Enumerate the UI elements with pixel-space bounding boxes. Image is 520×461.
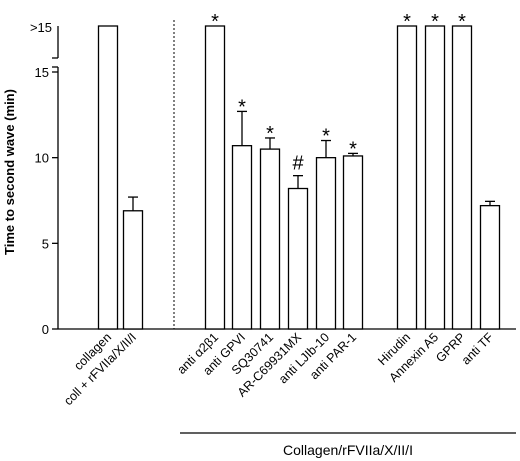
significance-marks: * * * # * * * * * [211, 11, 466, 175]
y-tick-label: 0 [42, 322, 49, 337]
group-label: Collagen/rFVIIa/X/II/I [283, 442, 413, 458]
y-break-label: >15 [30, 20, 52, 35]
significance-mark: * [211, 11, 219, 33]
bar [342, 155, 364, 330]
bar [204, 25, 226, 330]
significance-mark: * [458, 11, 466, 33]
y-tick-label: 15 [35, 65, 49, 80]
bar [259, 148, 281, 330]
bar [424, 25, 446, 330]
significance-mark: * [238, 96, 246, 118]
significance-mark: * [349, 138, 357, 160]
bar [231, 145, 253, 330]
y-axis-label: Time to second wave (min) [2, 89, 17, 255]
significance-mark: * [266, 123, 274, 145]
significance-mark: * [403, 11, 411, 33]
significance-mark: * [431, 11, 439, 33]
significance-mark: # [292, 153, 304, 175]
bar [315, 157, 337, 330]
bar [122, 210, 144, 330]
bars [97, 25, 501, 330]
bar [451, 25, 473, 330]
bar [396, 25, 418, 330]
bar [97, 25, 119, 330]
y-tick-label: 10 [35, 151, 49, 166]
y-tick-label: 5 [42, 236, 49, 251]
bar [287, 187, 309, 330]
bar [479, 204, 501, 330]
category-label: anti TF [459, 330, 497, 368]
significance-mark: * [322, 126, 330, 148]
